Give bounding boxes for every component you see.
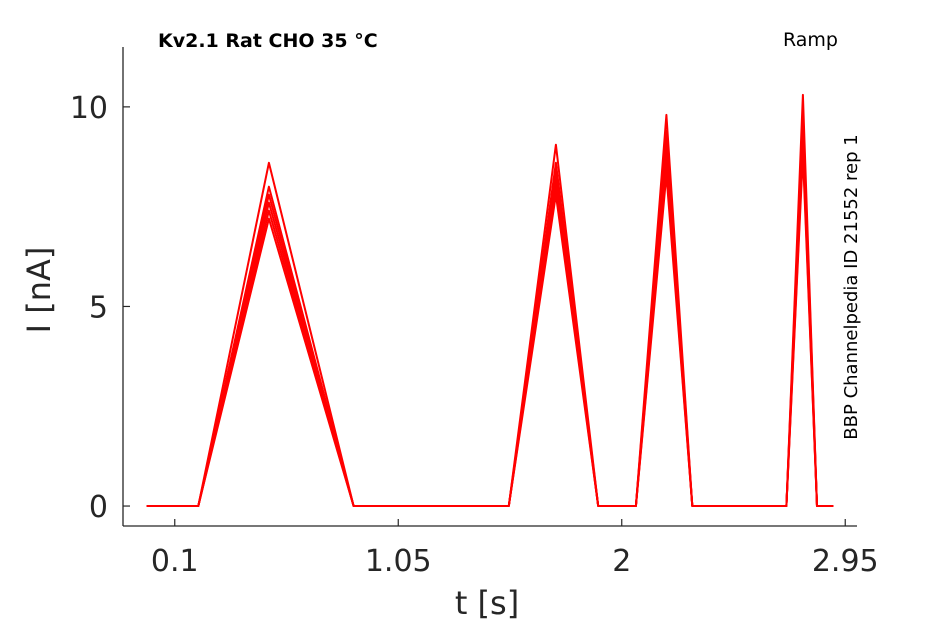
current-trace-3 xyxy=(146,121,834,507)
y-tick-label: 0 xyxy=(89,490,108,525)
x-tick-label: 2.95 xyxy=(812,544,879,579)
y-tick-label: 10 xyxy=(70,91,108,126)
current-trace-6 xyxy=(146,153,834,507)
x-axis-label: t [s] xyxy=(455,584,519,622)
current-traces xyxy=(146,93,834,507)
chart-axes xyxy=(122,47,857,527)
current-trace-5 xyxy=(146,145,834,507)
chart-title: Kv2.1 Rat CHO 35 °C xyxy=(158,30,378,52)
current-trace-2 xyxy=(146,109,834,507)
y-axis-label: I [nA] xyxy=(20,247,58,334)
channelpedia-id-label: BBP Channelpedia ID 21552 rep 1 xyxy=(841,134,862,439)
x-ticks: 0.1 1.05 2 2.95 xyxy=(151,519,879,579)
x-tick-label: 1.05 xyxy=(365,544,432,579)
protocol-label: Ramp xyxy=(783,29,838,51)
y-tick-label: 5 xyxy=(89,290,108,325)
y-ticks: 0 5 10 xyxy=(70,91,130,525)
x-tick-label: 0.1 xyxy=(151,544,199,579)
x-tick-label: 2 xyxy=(612,544,631,579)
current-trace-4 xyxy=(146,133,834,507)
